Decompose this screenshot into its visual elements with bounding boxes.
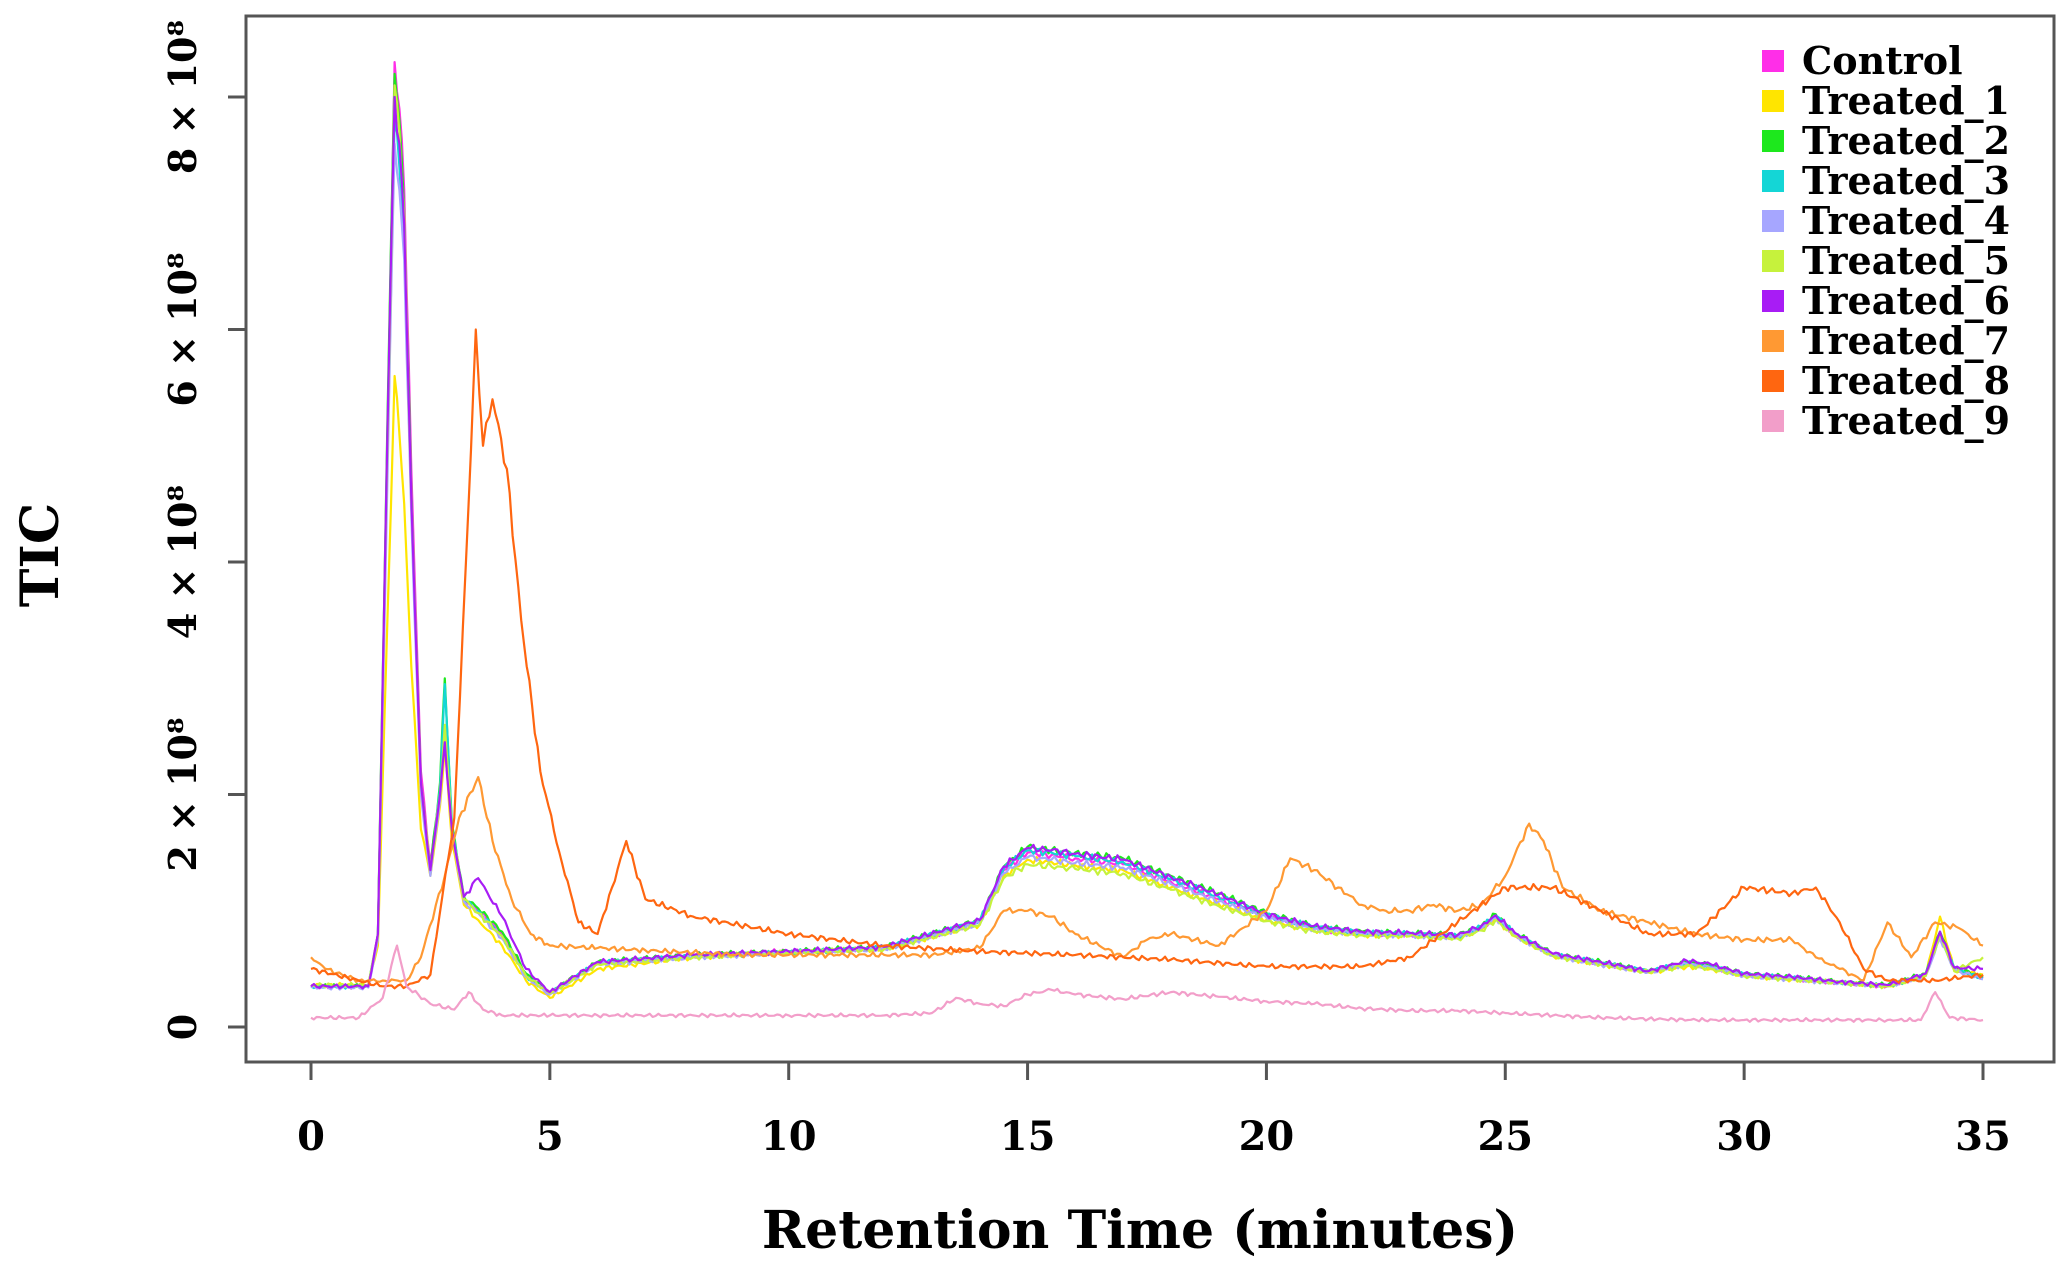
legend-label: Treated_7 (1802, 318, 2010, 363)
legend-swatch (1762, 410, 1784, 432)
x-tick-label: 35 (1955, 1113, 2011, 1160)
x-tick-label: 25 (1477, 1113, 1533, 1160)
series-line-treated-8 (310, 328, 1984, 990)
legend: ControlTreated_1Treated_2Treated_3Treate… (1762, 38, 2010, 443)
legend-label: Treated_1 (1802, 78, 2010, 123)
y-tick-label: 8 × 10⁸ (160, 20, 205, 174)
y-axis: 0 2 × 10⁸ 4 × 10⁸ 6 × 10⁸ 8 × 10⁸ (160, 20, 248, 1040)
legend-label: Treated_2 (1802, 118, 2010, 163)
series-line-treated-7 (310, 776, 1984, 984)
legend-swatch (1762, 290, 1784, 312)
legend-swatch (1762, 210, 1784, 232)
legend-label: Control (1802, 38, 1963, 83)
series-layer (310, 61, 1984, 1023)
legend-swatch (1762, 370, 1784, 392)
x-axis-title: Retention Time (minutes) (762, 1200, 1518, 1261)
series-line-treated-9 (310, 944, 1984, 1023)
legend-swatch (1762, 90, 1784, 112)
x-tick-label: 10 (761, 1113, 817, 1160)
series-line-treated-4 (310, 142, 1984, 996)
legend-label: Treated_4 (1802, 198, 2010, 243)
x-tick-label: 20 (1239, 1113, 1295, 1160)
y-tick-label: 6 × 10⁸ (160, 252, 205, 406)
legend-swatch (1762, 170, 1784, 192)
y-axis-title: TIC (10, 503, 71, 607)
legend-label: Treated_5 (1802, 238, 2010, 283)
y-tick-label: 4 × 10⁸ (160, 485, 205, 639)
x-tick-label: 5 (536, 1113, 564, 1160)
legend-swatch (1762, 130, 1784, 152)
legend-swatch (1762, 330, 1784, 352)
legend-label: Treated_8 (1802, 358, 2010, 403)
x-axis: 0 5 10 15 20 25 30 35 (297, 1060, 2011, 1160)
legend-swatch (1762, 250, 1784, 272)
series-line-treated-5 (310, 84, 1984, 995)
legend-swatch (1762, 50, 1784, 72)
y-tick-label: 0 (160, 1014, 205, 1040)
legend-label: Treated_6 (1802, 278, 2010, 323)
x-tick-label: 15 (1000, 1113, 1056, 1160)
series-line-treated-6 (310, 95, 1984, 994)
legend-label: Treated_3 (1802, 158, 2010, 203)
y-tick-label: 2 × 10⁸ (160, 717, 205, 871)
legend-label: Treated_9 (1802, 398, 2010, 443)
x-tick-label: 30 (1716, 1113, 1772, 1160)
x-tick-label: 0 (297, 1113, 325, 1160)
